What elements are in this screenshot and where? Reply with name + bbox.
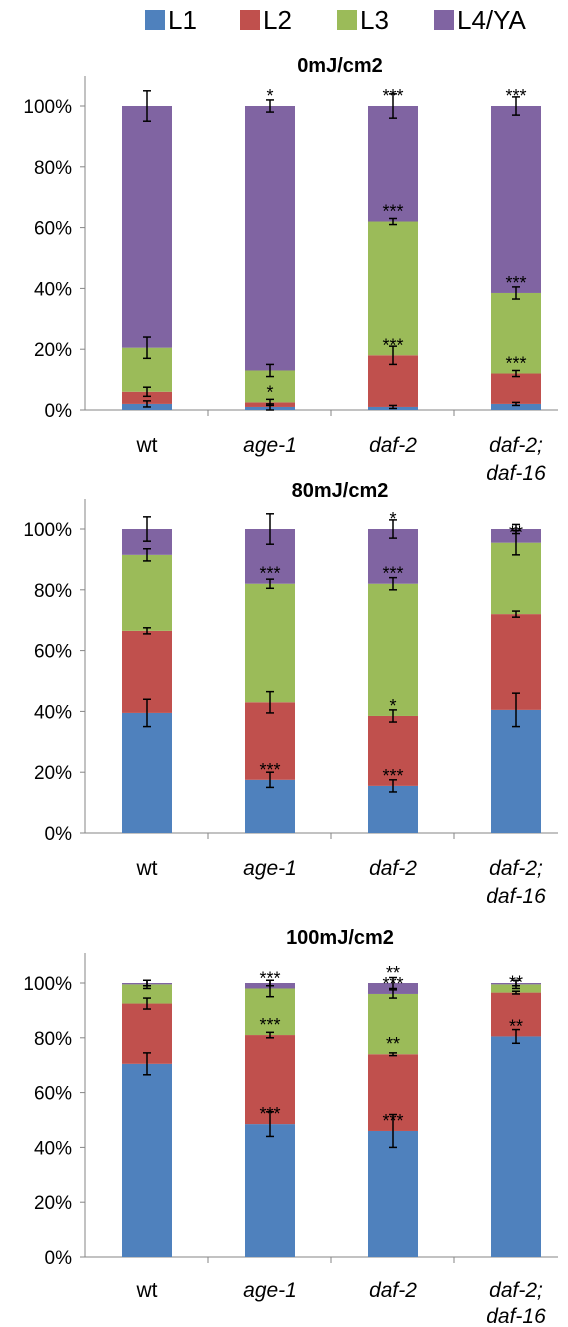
bar-segment-l1 [368, 785, 418, 833]
chart-panel-3: 100mJ/cm20%20%40%60%80%100%*************… [23, 927, 558, 1327]
y-tick-label: 20% [34, 763, 72, 784]
significance-label: ** [509, 1016, 523, 1036]
significance-label: ** [386, 1034, 400, 1054]
significance-label: * [266, 382, 273, 402]
y-tick-label: 80% [34, 158, 72, 179]
x-category-label: daf-16 [486, 1305, 546, 1327]
x-category-label: daf-2; [489, 857, 543, 880]
chart-title: 80mJ/cm2 [292, 480, 389, 502]
x-category-label: age-1 [243, 857, 297, 880]
legend-label-4: L4/YA [457, 5, 527, 35]
legend-swatch-2 [240, 10, 260, 30]
y-tick-label: 60% [34, 642, 72, 663]
significance-label: *** [259, 1104, 280, 1124]
y-tick-label: 100% [23, 97, 72, 118]
bar-segment-l1 [245, 1124, 295, 1257]
x-category-label: age-1 [243, 1279, 297, 1302]
y-tick-label: 60% [34, 219, 72, 240]
significance-label: *** [259, 760, 280, 780]
significance-label: *** [382, 86, 403, 106]
bar-segment-l2 [245, 702, 295, 780]
significance-label: *** [259, 968, 280, 988]
legend-label-2: L2 [263, 5, 292, 35]
significance-label: ** [386, 963, 400, 983]
y-tick-label: 0% [45, 1248, 73, 1269]
bar-segment-l3 [368, 993, 418, 1055]
bar-segment-l1 [491, 403, 541, 410]
x-category-label: daf-2 [369, 434, 417, 457]
x-category-label: daf-2; [489, 434, 543, 457]
bar-segment-l4-ya [245, 106, 295, 371]
y-tick-label: 20% [34, 340, 72, 361]
x-category-label: daf-2; [489, 1279, 543, 1302]
x-category-label: daf-16 [486, 885, 546, 908]
bar-segment-l2 [122, 391, 172, 404]
x-category-label: wt [136, 857, 158, 880]
bar-segment-l3 [122, 984, 172, 1004]
bar-segment-l2 [491, 373, 541, 404]
significance-label: *** [382, 202, 403, 222]
bar-segment-l3 [368, 583, 418, 716]
y-tick-label: 60% [34, 1084, 72, 1105]
y-tick-label: 80% [34, 1029, 72, 1050]
x-category-label: daf-2 [369, 857, 417, 880]
significance-label: *** [259, 1015, 280, 1035]
legend-swatch-1 [145, 10, 165, 30]
legend-swatch-3 [337, 10, 357, 30]
bar-segment-l1 [368, 1130, 418, 1257]
y-tick-label: 80% [34, 581, 72, 602]
y-tick-label: 40% [34, 702, 72, 723]
bar-segment-l1 [491, 1036, 541, 1257]
legend-swatch-4 [434, 10, 454, 30]
y-tick-label: 100% [23, 520, 72, 541]
legend: L1 L2 L3 L4/YA [145, 5, 527, 35]
significance-label: *** [382, 564, 403, 584]
y-tick-label: 0% [45, 824, 73, 845]
bar-segment-l1 [491, 709, 541, 833]
bar-segment-l4-ya [122, 106, 172, 348]
y-tick-label: 0% [45, 401, 73, 422]
chart-panels: 0mJ/cm20%20%40%60%80%100%***************… [23, 55, 558, 1327]
significance-label: *** [382, 1111, 403, 1131]
bar-segment-l1 [122, 712, 172, 833]
x-category-label: daf-2 [369, 1279, 417, 1302]
legend-label-3: L3 [360, 5, 389, 35]
y-tick-label: 20% [34, 1193, 72, 1214]
chart-panel-2: 80mJ/cm20%20%40%60%80%100%**************… [23, 480, 558, 908]
bar-segment-l3 [122, 554, 172, 631]
bar-segment-l4-ya [368, 106, 418, 222]
chart-title: 100mJ/cm2 [286, 927, 394, 949]
significance-label: *** [382, 335, 403, 355]
x-category-label: wt [136, 434, 158, 457]
bar-segment-l2 [368, 715, 418, 786]
chart-title: 0mJ/cm2 [297, 55, 383, 77]
x-category-label: daf-16 [486, 462, 546, 485]
significance-label: * [389, 509, 396, 529]
bar-segment-l3 [368, 221, 418, 356]
bar-segment-l1 [122, 1063, 172, 1257]
x-category-label: age-1 [243, 434, 297, 457]
y-tick-label: 100% [23, 974, 72, 995]
significance-label: *** [259, 564, 280, 584]
significance-label: *** [505, 273, 526, 293]
x-category-label: wt [136, 1279, 158, 1302]
significance-label: *** [505, 354, 526, 374]
bar-segment-l2 [245, 1035, 295, 1125]
y-tick-label: 40% [34, 1138, 72, 1159]
bar-segment-l4-ya [491, 106, 541, 293]
legend-label-1: L1 [168, 5, 197, 35]
y-tick-label: 40% [34, 279, 72, 300]
significance-label: *** [505, 86, 526, 106]
bar-segment-l3 [491, 292, 541, 374]
bar-segment-l1 [245, 779, 295, 833]
chart-panel-1: 0mJ/cm20%20%40%60%80%100%***************… [23, 55, 558, 485]
significance-label: * [389, 696, 396, 716]
significance-label: *** [382, 766, 403, 786]
significance-label: * [266, 86, 273, 106]
bar-segment-l3 [245, 583, 295, 703]
